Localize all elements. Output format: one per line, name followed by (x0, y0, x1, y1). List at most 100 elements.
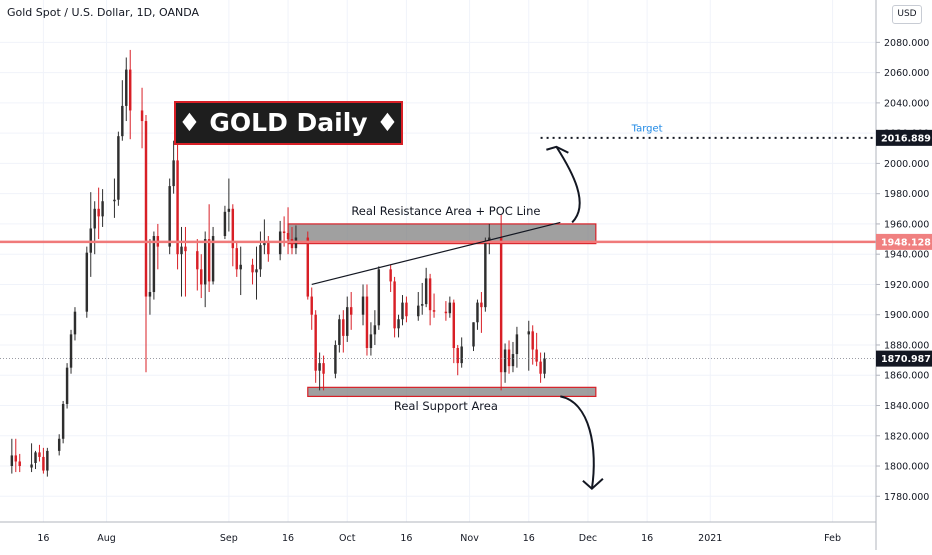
candle-body (38, 452, 41, 457)
price-tick-label: 1860.000 (884, 371, 929, 382)
candle-body (314, 314, 317, 371)
candle-body (499, 237, 503, 373)
price-tick-label: 1940.000 (884, 250, 929, 261)
candle-body (420, 304, 424, 306)
candle-body (73, 311, 77, 335)
candle-body (456, 348, 459, 364)
trend-line (311, 221, 561, 286)
price-tick-label: 1900.000 (884, 310, 929, 321)
price-tick-label: 1800.000 (884, 462, 929, 473)
candle-body (207, 239, 211, 282)
candle-body (89, 228, 92, 253)
price-marker-box (876, 350, 932, 367)
support-area-label: Real Support Area (394, 399, 498, 413)
arrow-up-head (546, 145, 569, 154)
real-support-area-zone (307, 386, 597, 398)
candle-body (255, 269, 258, 273)
candle-body (168, 186, 171, 247)
chart-title: Gold Spot / U.S. Dollar, 1D, OANDA (7, 6, 200, 19)
candle-body (322, 363, 325, 374)
candle-body (286, 233, 290, 240)
candle-body (393, 281, 396, 329)
candle-body (152, 236, 156, 293)
currency-button[interactable]: USD (892, 5, 922, 24)
candle-body (338, 319, 341, 345)
time-tick-label: 2021 (698, 533, 722, 544)
candle-body (267, 242, 270, 255)
candle-body (65, 367, 69, 404)
candle-body (125, 69, 128, 106)
candle-body (401, 302, 404, 320)
candle-body (397, 319, 400, 329)
candle-body (282, 231, 286, 234)
time-tick-label: Oct (339, 533, 356, 544)
candle-body (444, 311, 448, 314)
candle-body (318, 363, 321, 371)
candle-body (306, 237, 310, 297)
candle-body (334, 344, 337, 374)
candle-body (428, 278, 432, 311)
gold-daily-banner: ♦ GOLD Daily ♦ (174, 101, 403, 145)
candle-body (176, 160, 179, 255)
price-marker-label: 2016.889 (881, 133, 931, 144)
candle-body (46, 450, 49, 471)
resistance-area-label: Real Resistance Area + POC Line (351, 204, 540, 218)
candle-body (14, 455, 18, 462)
candle-body (405, 302, 408, 317)
candle-body (448, 302, 452, 314)
candle-body (365, 296, 369, 348)
price-tick-label: 1980.000 (884, 189, 929, 200)
arrow-up-curve (555, 146, 581, 224)
time-tick-label: Sep (220, 533, 238, 544)
candle-body (42, 456, 45, 471)
candle-body (527, 331, 530, 335)
candle-body (211, 236, 215, 282)
candle-body (503, 349, 507, 373)
time-tick-label: Dec (579, 533, 597, 544)
price-tick-label: 1820.000 (884, 431, 929, 442)
candle-body (239, 264, 242, 270)
price-tick-label: 1880.000 (884, 340, 929, 351)
candle-body (373, 325, 377, 335)
price-tick-label: 2000.000 (884, 159, 929, 170)
price-tick-label: 1920.000 (884, 280, 929, 291)
candle-body (203, 239, 207, 285)
candle-body (97, 208, 100, 217)
candle-body (117, 136, 120, 200)
candle-body (34, 452, 37, 463)
candle-body (144, 121, 148, 297)
price-tick-label: 1780.000 (884, 492, 929, 503)
candle-body (460, 346, 463, 364)
candle-body (10, 455, 14, 467)
candle-body (389, 269, 392, 282)
candle-body (259, 245, 262, 270)
candle-body (539, 361, 542, 374)
time-tick-label: 16 (400, 533, 412, 544)
candle-body (263, 242, 266, 246)
candle-body (535, 349, 538, 362)
candle-body (180, 246, 183, 255)
time-tick-label: Nov (460, 533, 479, 544)
candle-body (251, 264, 254, 273)
candle-body (113, 199, 116, 202)
candle-body (507, 349, 511, 367)
candle-body (61, 403, 65, 439)
candle-body (172, 160, 175, 187)
candle-body (121, 105, 124, 137)
candle-body (452, 302, 456, 348)
time-tick-label: 16 (641, 533, 653, 544)
candle-body (511, 354, 515, 367)
candle-body (223, 211, 227, 237)
candle-body (227, 208, 231, 212)
candle-body (417, 305, 420, 317)
candle-body (101, 201, 104, 217)
arrow-down-head (582, 477, 604, 491)
price-marker-box (876, 233, 932, 250)
candle-body (235, 248, 238, 270)
candle-body (543, 358, 546, 374)
candle-body (200, 269, 203, 285)
candle-body (30, 464, 33, 468)
candle-body (140, 110, 144, 122)
candle-body (377, 269, 381, 326)
